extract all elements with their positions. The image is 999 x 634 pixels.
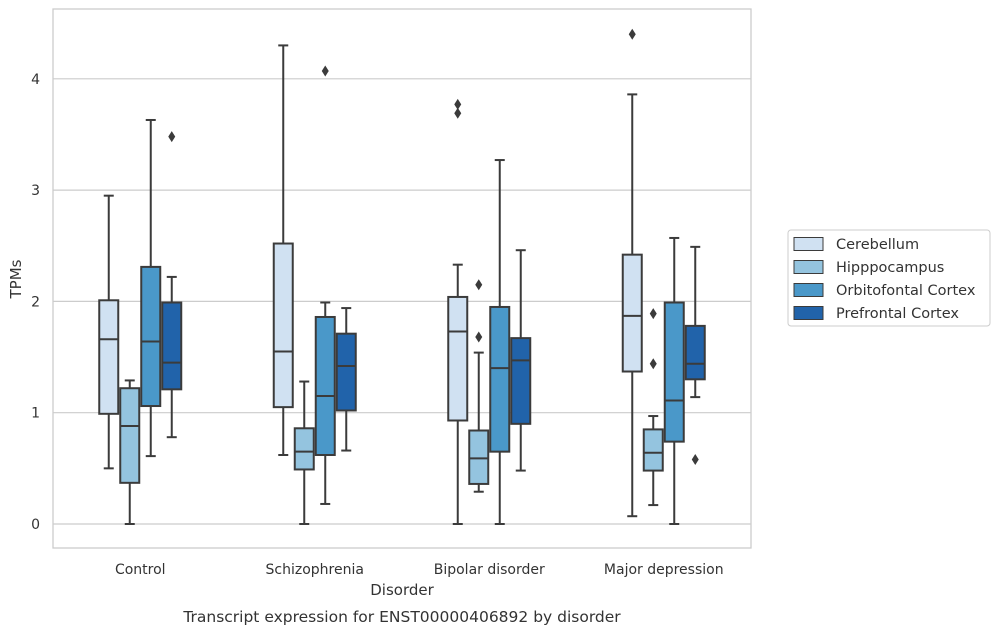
legend-frame	[787, 229, 991, 327]
box-1-1	[293, 380, 315, 525]
box-iqr	[468, 429, 490, 485]
x-tick-label: Schizophrenia	[266, 562, 364, 578]
box-1-3	[335, 307, 357, 452]
box-2-3	[510, 249, 532, 472]
y-tick-label: 3	[31, 183, 40, 199]
box-0-3	[161, 131, 183, 439]
legend-swatch	[793, 283, 824, 297]
box-iqr	[621, 253, 643, 373]
box-iqr	[98, 299, 120, 415]
y-tick-label: 0	[31, 517, 40, 533]
grid-lines	[53, 78, 751, 525]
legend-swatch	[793, 306, 824, 320]
box-3-1	[642, 308, 664, 507]
y-tick-labels: 0 1 2 3 4	[31, 72, 40, 533]
outlier-point	[628, 28, 636, 40]
box-1-0	[272, 44, 294, 456]
box-iqr	[119, 387, 141, 484]
box-2-1	[468, 279, 490, 493]
box-3-3	[684, 245, 706, 465]
box-2-0	[447, 98, 469, 525]
x-tick-labels: Control Schizophrenia Bipolar disorder Majo…	[115, 562, 724, 578]
box-iqr	[314, 315, 336, 456]
legend-swatch	[793, 260, 824, 274]
outlier-point	[454, 98, 462, 110]
outlier-point	[321, 65, 329, 77]
x-tick-label: Major depression	[604, 562, 724, 578]
outlier-point	[691, 453, 699, 465]
box-iqr	[510, 337, 532, 425]
outlier-point	[475, 331, 483, 343]
y-tick-label: 1	[31, 406, 40, 422]
box-iqr	[663, 301, 685, 443]
box-0-1	[119, 379, 141, 525]
box-iqr	[335, 332, 357, 412]
legend-label: Cerebellum	[836, 237, 919, 253]
x-tick-label: Control	[115, 562, 166, 578]
box-iqr	[447, 295, 469, 422]
x-tick-label: Bipolar disorder	[434, 562, 545, 578]
y-axis-label: TPMs	[7, 259, 25, 299]
y-tick-label: 4	[31, 72, 40, 88]
box-0-0	[98, 194, 120, 470]
y-tick-label: 2	[31, 294, 40, 310]
box-3-0	[621, 28, 643, 518]
legend-label: Hipppocampus	[836, 260, 944, 276]
legend-label: Prefrontal Cortex	[836, 306, 959, 322]
box-2-2	[489, 159, 511, 525]
chart-caption: Transcript expression for ENST0000040689…	[182, 608, 621, 626]
outlier-point	[649, 358, 657, 370]
box-iqr	[272, 242, 294, 409]
legend: Cerebellum Hipppocampus Orbitofontal Corte…	[787, 229, 991, 327]
legend-swatch	[793, 237, 824, 251]
outlier-point	[454, 107, 462, 119]
outlier-point	[649, 308, 657, 320]
x-axis-label: Disorder	[370, 581, 434, 599]
plot-frame	[52, 8, 752, 549]
box-1-2	[314, 65, 336, 505]
box-series	[98, 28, 706, 525]
box-iqr	[489, 305, 511, 453]
box-iqr	[684, 324, 706, 381]
box-0-2	[140, 118, 162, 458]
box-iqr	[293, 427, 315, 471]
box-iqr	[161, 301, 183, 391]
box-3-2	[663, 236, 685, 525]
box-iqr	[642, 428, 664, 472]
outlier-point	[475, 279, 483, 291]
outlier-point	[168, 131, 176, 143]
legend-label: Orbitofontal Cortex	[836, 283, 976, 299]
box-iqr	[140, 265, 162, 408]
